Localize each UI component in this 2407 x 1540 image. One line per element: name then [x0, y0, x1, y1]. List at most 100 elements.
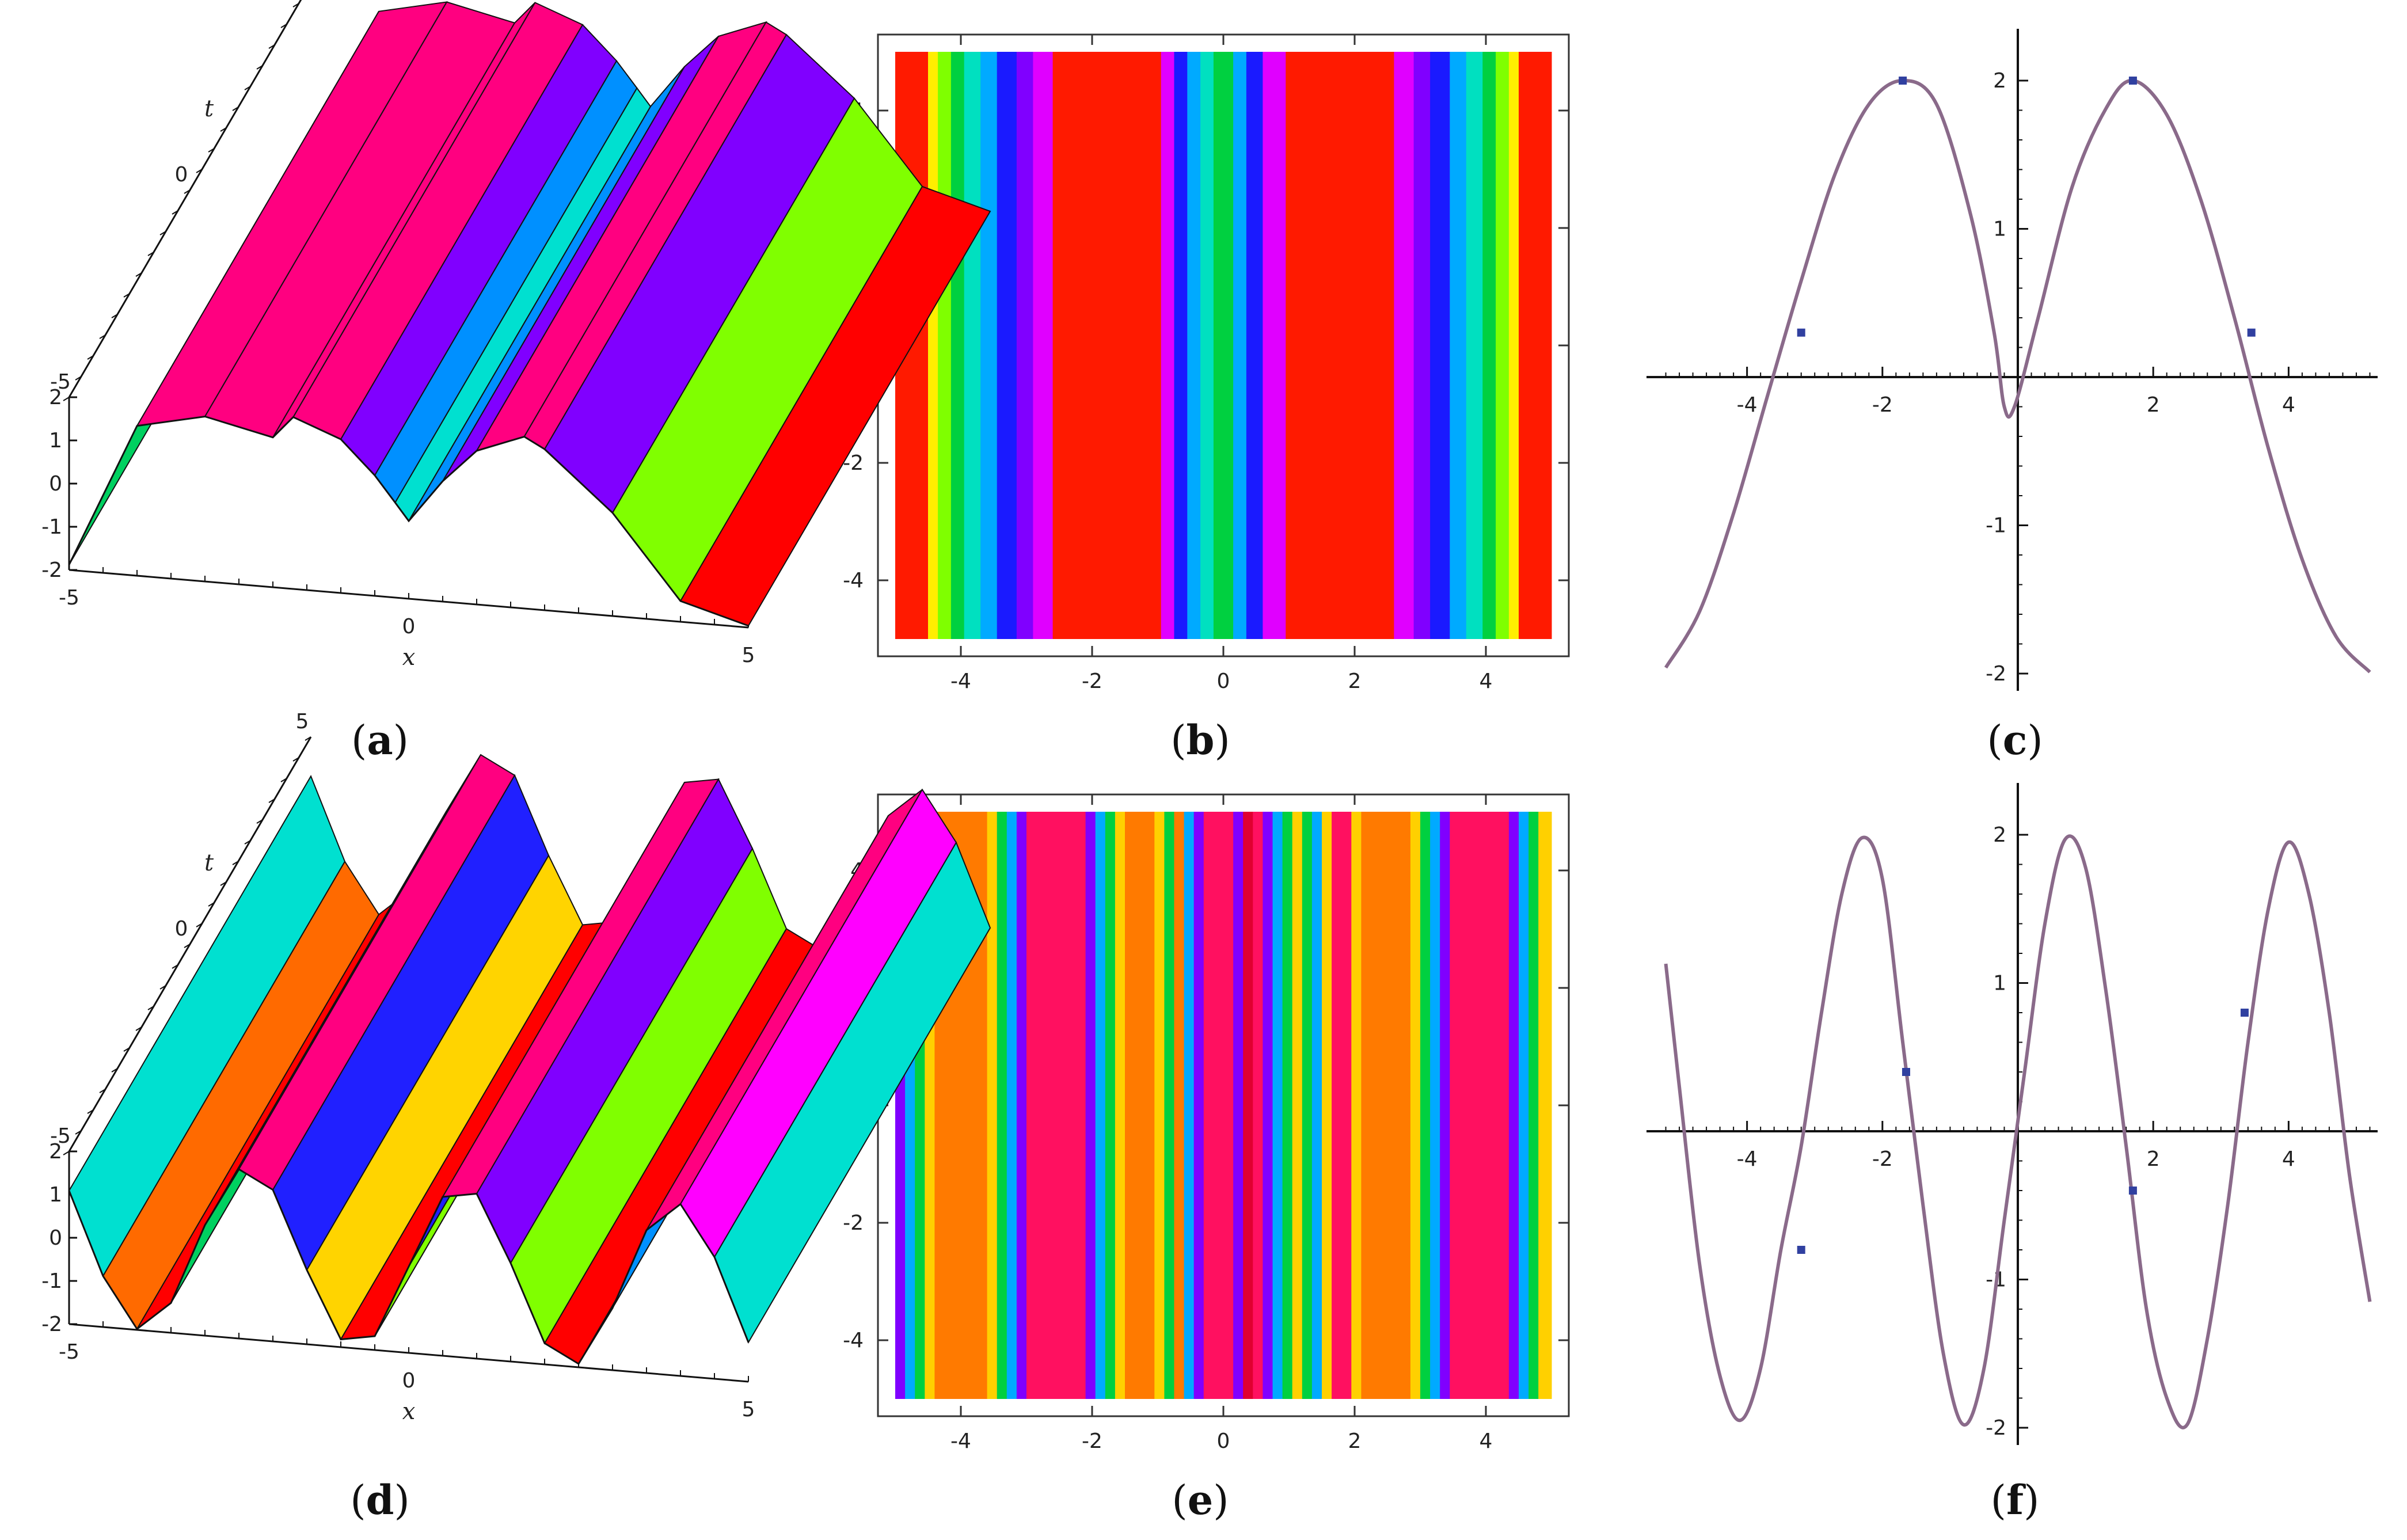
- panel-caption-d: (d): [350, 1476, 410, 1524]
- t-minor-tick: [268, 798, 275, 803]
- stripe: [1394, 52, 1414, 639]
- x-tick-label: 5: [742, 1398, 755, 1421]
- stripe: [1095, 812, 1106, 1399]
- stripe: [1174, 812, 1185, 1399]
- stripe: [1164, 812, 1174, 1399]
- y-tick-label: -2: [1986, 662, 2006, 686]
- z-tick-label: 1: [49, 1183, 62, 1207]
- t-tick-label: 0: [175, 163, 188, 187]
- stripe: [1519, 52, 1552, 639]
- panel-caption-f: (f): [1991, 1476, 2040, 1524]
- stripe: [1450, 812, 1509, 1399]
- t-minor-tick: [232, 107, 239, 111]
- t-minor-tick: [111, 314, 118, 318]
- stripe: [1203, 812, 1234, 1399]
- stripe: [987, 812, 998, 1399]
- stripe: [1430, 52, 1450, 639]
- stripe: [1361, 812, 1411, 1399]
- stripe: [1430, 812, 1440, 1399]
- caption-open-paren: (: [351, 717, 367, 764]
- stripe: [964, 52, 981, 639]
- stripe: [1496, 52, 1509, 639]
- x-tick-label: -4: [950, 1429, 971, 1453]
- stripe: [1193, 812, 1204, 1399]
- caption-close-paren: ): [2027, 717, 2043, 764]
- t-minor-tick: [75, 376, 82, 381]
- x-tick-label: -4: [1737, 393, 1758, 417]
- caption-close-paren: ): [1214, 717, 1230, 764]
- caption-close-paren: ): [393, 717, 409, 764]
- t-minor-tick: [123, 1047, 130, 1052]
- stripe: [1440, 812, 1450, 1399]
- stripe: [1410, 812, 1421, 1399]
- data-point: [1902, 1068, 1910, 1076]
- stripe: [1482, 52, 1496, 639]
- stripe: [1466, 52, 1483, 639]
- stripe: [1174, 52, 1188, 639]
- x-tick-label: 2: [2147, 393, 2160, 417]
- x-tick-label: 4: [1480, 1429, 1493, 1453]
- stripe: [1302, 812, 1313, 1399]
- caption-open-paren: (: [1991, 1477, 2006, 1524]
- t-minor-tick: [208, 148, 215, 153]
- t-minor-tick: [123, 293, 130, 298]
- stripe: [1508, 52, 1519, 639]
- t-minor-tick: [256, 819, 263, 824]
- t-minor-tick: [220, 881, 227, 886]
- stripe: [980, 52, 998, 639]
- data-point: [1899, 77, 1907, 85]
- t-minor-tick: [280, 24, 287, 28]
- stripe: [1282, 812, 1293, 1399]
- t-tick-label: -5: [50, 370, 71, 394]
- t-axis-label: t: [204, 850, 214, 876]
- x-tick-label: -5: [59, 1340, 79, 1364]
- panel-caption-c: (c): [1987, 716, 2043, 764]
- t-minor-tick: [111, 1068, 118, 1073]
- x-tick-label: 4: [2282, 393, 2295, 417]
- stripe: [1115, 812, 1125, 1399]
- stripe: [1246, 52, 1263, 639]
- t-minor-tick: [172, 210, 178, 215]
- x-tick-label: 4: [2282, 1147, 2295, 1171]
- t-tick-label: -5: [50, 1124, 71, 1148]
- stripe: [1332, 812, 1352, 1399]
- caption-letter: d: [366, 1476, 394, 1524]
- stripe: [1213, 52, 1234, 639]
- stripe: [1420, 812, 1431, 1399]
- t-minor-tick: [99, 1089, 106, 1093]
- t-minor-tick: [87, 355, 94, 360]
- stripe: [1233, 812, 1244, 1399]
- y-tick-label: 2: [1993, 69, 2006, 93]
- t-minor-tick: [184, 189, 191, 194]
- caption-close-paren: ): [1213, 1477, 1229, 1524]
- x-tick-label: 5: [742, 644, 755, 667]
- t-minor-tick: [244, 840, 251, 845]
- t-minor-tick: [292, 757, 299, 762]
- stripe: [938, 52, 952, 639]
- stripe: [997, 52, 1017, 639]
- stripe: [1311, 812, 1322, 1399]
- t-minor-tick: [208, 902, 215, 907]
- t-minor-tick: [87, 1109, 94, 1114]
- x-axis-label: x: [402, 644, 416, 671]
- series-line: [1664, 834, 2372, 1429]
- t-minor-tick: [147, 252, 154, 256]
- y-tick-label: 1: [1993, 972, 2006, 995]
- x-axis-label: x: [402, 1398, 416, 1425]
- stripe: [1233, 52, 1247, 639]
- t-minor-tick: [196, 923, 203, 927]
- stripe: [1508, 812, 1519, 1399]
- caption-letter: f: [2006, 1476, 2026, 1524]
- t-minor-tick: [135, 272, 142, 277]
- x-tick-label: 0: [402, 615, 416, 638]
- x-tick-label: -2: [1872, 1147, 1893, 1171]
- stripe: [1292, 812, 1303, 1399]
- t-axis-label: t: [204, 96, 214, 122]
- x-tick-label: 0: [1217, 670, 1230, 693]
- caption-open-paren: (: [1172, 1477, 1187, 1524]
- line-panel-f: -4 -2 2 4-2-112: [1647, 783, 2378, 1445]
- x-tick-label: -2: [1872, 393, 1893, 417]
- x-tick-label: -2: [1082, 670, 1102, 693]
